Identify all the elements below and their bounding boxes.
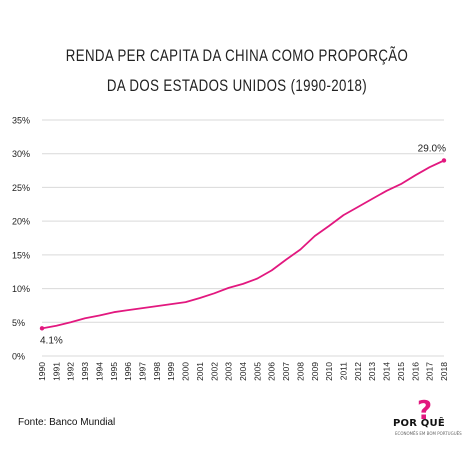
chart-title-line-2: DA DOS ESTADOS UNIDOS (1990-2018) xyxy=(106,76,368,95)
x-tick-label: 2017 xyxy=(425,362,435,381)
x-tick-label: 2008 xyxy=(295,362,305,381)
x-tick-label: 2002 xyxy=(209,362,219,381)
x-tick-label: 1997 xyxy=(138,362,148,381)
x-tick-label: 1994 xyxy=(94,362,104,381)
x-tick-label: 1999 xyxy=(166,362,176,381)
x-tick-label: 2014 xyxy=(382,362,392,381)
y-tick-label: 15% xyxy=(12,250,30,260)
data-point-marker xyxy=(39,326,45,331)
porque-logo: ? POR QUÊ ECONOMÊS EM BOM PORTUGUÊS xyxy=(393,398,465,444)
y-tick-label: 0% xyxy=(12,352,25,362)
x-tick-label: 1995 xyxy=(109,362,119,381)
x-tick-label: 2009 xyxy=(310,362,320,381)
logo-tagline: ECONOMÊS EM BOM PORTUGUÊS xyxy=(395,431,462,436)
source-note: Fonte: Banco Mundial xyxy=(18,417,116,428)
y-tick-label: 5% xyxy=(12,318,25,328)
x-tick-label: 2015 xyxy=(396,362,406,381)
x-tick-label: 1990 xyxy=(37,362,47,381)
x-tick-label: 1993 xyxy=(80,362,90,381)
x-tick-label: 2005 xyxy=(252,362,262,381)
x-tick-label: 2010 xyxy=(324,362,334,381)
x-tick-label: 2007 xyxy=(281,362,291,381)
x-tick-label: 2013 xyxy=(367,362,377,381)
x-tick-label: 1992 xyxy=(66,362,76,381)
x-tick-label: 2018 xyxy=(439,362,449,381)
x-tick-label: 2011 xyxy=(339,362,349,381)
logo-name: POR QUÊ xyxy=(393,418,445,429)
y-tick-label: 30% xyxy=(12,149,30,159)
series-line xyxy=(41,159,445,330)
x-tick-label: 2006 xyxy=(267,362,277,381)
x-tick-label: 2001 xyxy=(195,362,205,381)
x-tick-label: 2012 xyxy=(353,362,363,381)
data-point-marker xyxy=(441,158,447,163)
x-tick-label: 1991 xyxy=(51,362,61,381)
x-tick-label: 1998 xyxy=(152,362,162,381)
question-mark-icon: ? xyxy=(417,396,433,426)
x-tick-label: 2000 xyxy=(181,362,191,381)
data-label: 4.1% xyxy=(40,335,63,346)
y-tick-label: 10% xyxy=(12,284,30,294)
data-label: 29.0% xyxy=(418,143,446,154)
chart-title-line-1: RENDA PER CAPITA DA CHINA COMO PROPORÇÃO xyxy=(65,46,409,65)
x-tick-label: 2016 xyxy=(410,362,420,381)
x-tick-label: 2004 xyxy=(238,362,248,381)
x-tick-label: 1996 xyxy=(123,362,133,381)
x-tick-label: 2003 xyxy=(224,362,234,381)
y-tick-label: 25% xyxy=(12,183,30,193)
y-tick-label: 35% xyxy=(12,116,30,126)
y-tick-label: 20% xyxy=(12,217,30,227)
